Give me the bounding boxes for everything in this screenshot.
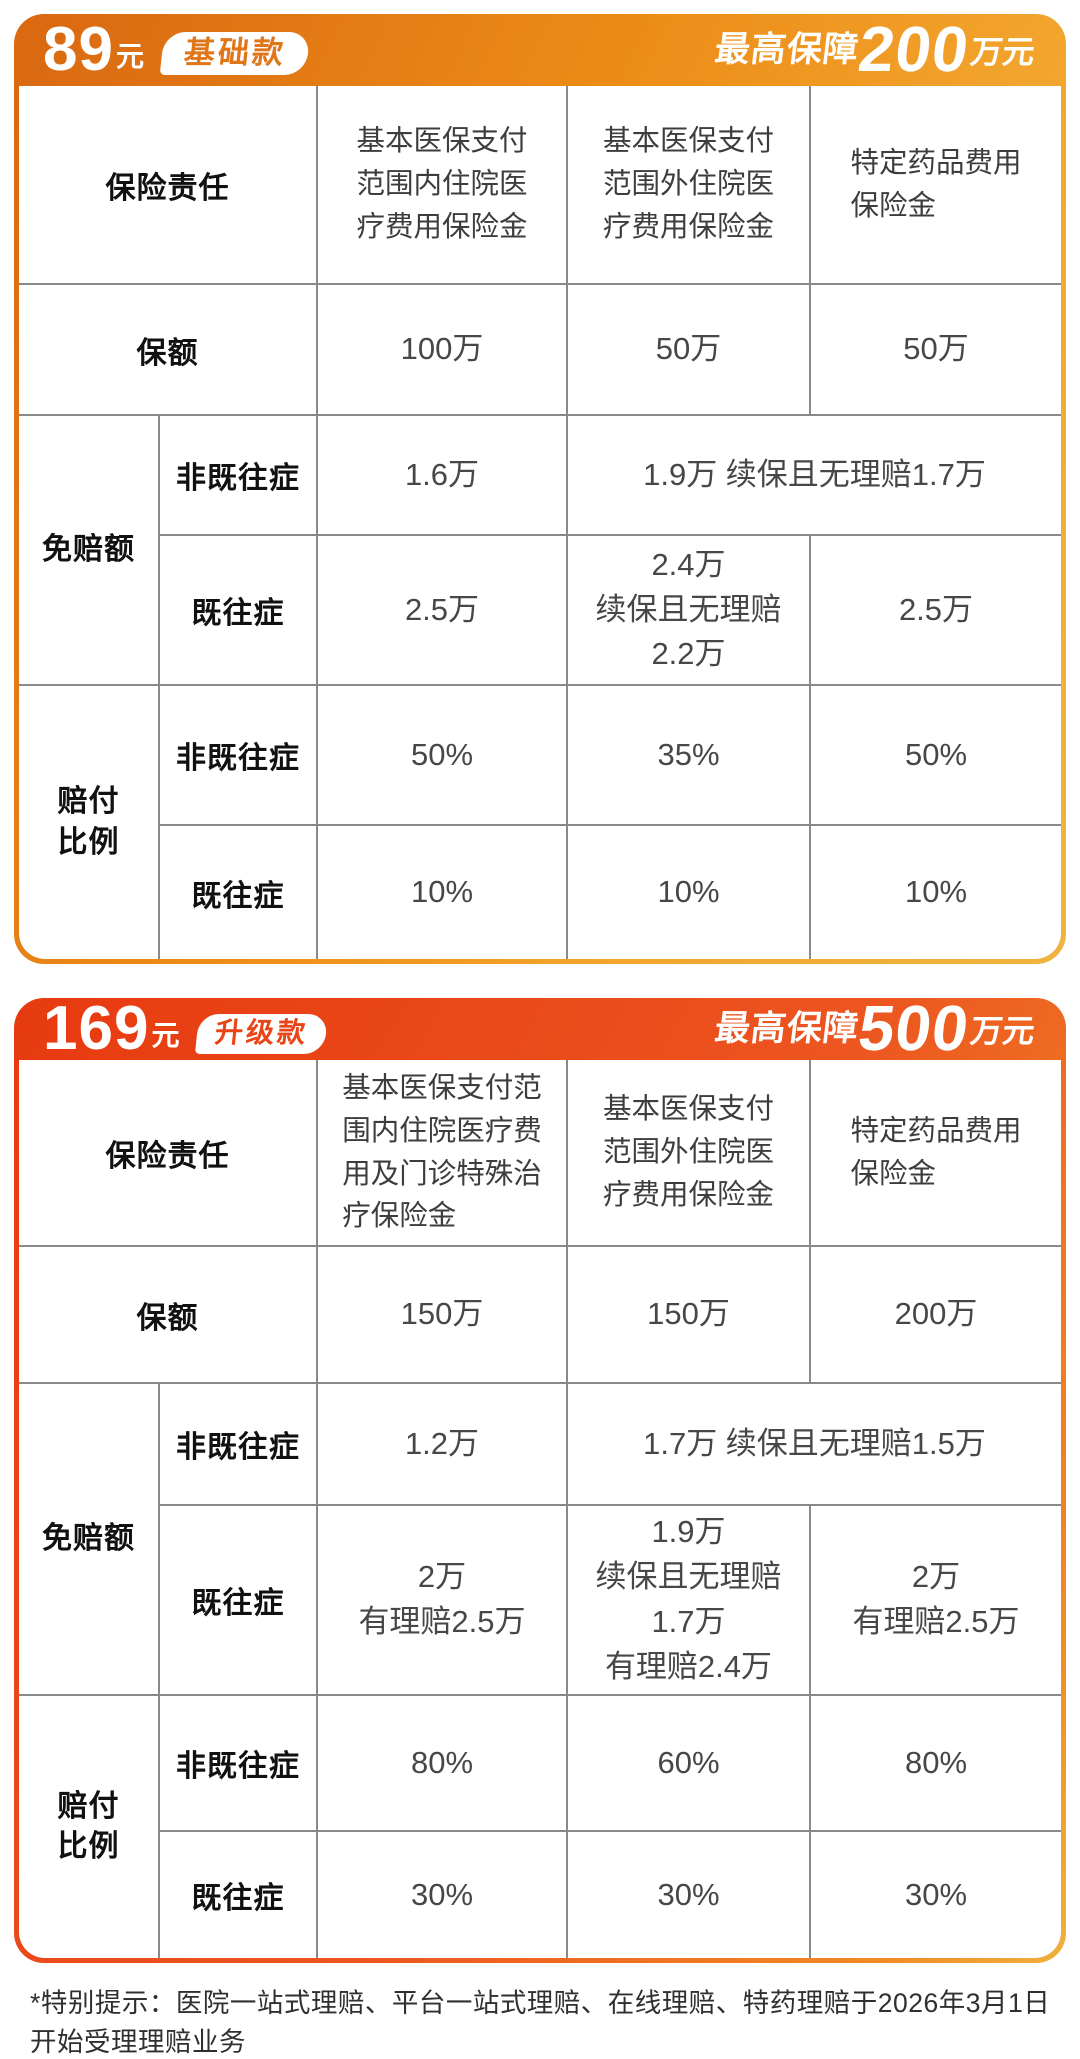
plan-header-upgrade: 169 元 升级款 最高保障 500 万元: [19, 998, 1061, 1065]
column-header: 基本医保支付 范围外住院医 疗费用保险金: [568, 1060, 809, 1245]
ratio-value: 35%: [568, 686, 809, 824]
deductible-merged-value: 1.7万 续保且无理赔1.5万: [568, 1384, 1061, 1504]
max-coverage: 最高保障 500 万元: [712, 998, 1039, 1065]
price-value: 169: [43, 998, 150, 1063]
column-header: 特定药品费用 保险金: [811, 86, 1061, 283]
plan-header-basic: 89 元 基础款 最高保障 200 万元: [19, 14, 1061, 86]
non-preexisting-label: 非既往症: [160, 686, 316, 824]
plan-card-upgrade: 169 元 升级款 最高保障 500 万元 保险责任 基本医保支付范 围内住院医…: [14, 998, 1066, 1963]
non-preexisting-label: 非既往症: [160, 416, 316, 534]
sum-insured-value: 150万: [568, 1247, 809, 1382]
deductible-merged-value: 1.9万 续保且无理赔1.7万: [568, 416, 1061, 534]
price-group: 89 元 基础款: [43, 14, 311, 84]
deductible-value: 1.6万: [318, 416, 566, 534]
preexisting-label: 既往症: [160, 1506, 316, 1694]
coverage-prefix: 最高保障: [712, 1009, 862, 1048]
ratio-group-label: 赔付 比例: [19, 686, 158, 959]
ratio-value: 80%: [318, 1696, 566, 1830]
special-notice: *特别提示：医院一站式理赔、平台一站式理赔、在线理赔、特药理赔于2026年3月1…: [30, 1988, 1051, 2057]
benefits-table-basic: 保险责任 基本医保支付 范围内住院医 疗费用保险金 基本医保支付 范围外住院医 …: [19, 86, 1061, 959]
preexisting-label: 既往症: [160, 536, 316, 684]
deductible-value: 2.5万: [318, 536, 566, 684]
coverage-amount: 500: [854, 998, 974, 1065]
sum-insured-value: 100万: [318, 285, 566, 414]
price-unit: 元: [115, 41, 144, 73]
ratio-value: 80%: [811, 1696, 1061, 1830]
corner-label: 保险责任: [19, 1060, 316, 1245]
deductible-group-label: 免赔额: [19, 416, 158, 684]
ratio-value: 30%: [318, 1832, 566, 1958]
sum-insured-label: 保额: [19, 285, 316, 414]
deductible-group-label: 免赔额: [19, 1384, 158, 1694]
sum-insured-label: 保额: [19, 1247, 316, 1382]
max-coverage: 最高保障 200 万元: [712, 14, 1039, 86]
deductible-value: 2.4万 续保且无理赔2.2万: [568, 536, 809, 684]
corner-label: 保险责任: [19, 86, 316, 283]
deductible-value: 2万 有理赔2.5万: [811, 1506, 1061, 1694]
sum-insured-value: 50万: [811, 285, 1061, 414]
non-preexisting-label: 非既往症: [160, 1384, 316, 1504]
coverage-prefix: 最高保障: [712, 30, 862, 69]
ratio-value: 10%: [568, 826, 809, 959]
ratio-value: 30%: [568, 1832, 809, 1958]
column-header: 基本医保支付 范围外住院医 疗费用保险金: [568, 86, 809, 283]
deductible-value: 1.2万: [318, 1384, 566, 1504]
ratio-value: 30%: [811, 1832, 1061, 1958]
ratio-value: 50%: [318, 686, 566, 824]
coverage-suffix: 万元: [968, 1013, 1037, 1049]
preexisting-label: 既往症: [160, 826, 316, 959]
sum-insured-value: 200万: [811, 1247, 1061, 1382]
tier-badge: 基础款: [159, 32, 311, 76]
coverage-suffix: 万元: [968, 34, 1037, 70]
price-unit: 元: [151, 1020, 180, 1052]
column-header: 特定药品费用 保险金: [811, 1060, 1061, 1245]
non-preexisting-label: 非既往症: [160, 1696, 316, 1830]
price-group: 169 元 升级款: [43, 998, 329, 1063]
ratio-value: 60%: [568, 1696, 809, 1830]
deductible-value: 1.9万 续保且无理赔1.7万 有理赔2.4万: [568, 1506, 809, 1694]
benefits-table-upgrade: 保险责任 基本医保支付范 围内住院医疗费 用及门诊特殊治 疗保险金 基本医保支付…: [19, 1060, 1061, 1958]
column-header: 基本医保支付范 围内住院医疗费 用及门诊特殊治 疗保险金: [318, 1060, 566, 1245]
price-value: 89: [43, 14, 114, 84]
plan-card-basic: 89 元 基础款 最高保障 200 万元 保险责任 基本医保支付 范围内住院医 …: [14, 14, 1066, 964]
sum-insured-value: 150万: [318, 1247, 566, 1382]
deductible-value: 2万 有理赔2.5万: [318, 1506, 566, 1694]
ratio-value: 10%: [318, 826, 566, 959]
ratio-group-label: 赔付 比例: [19, 1696, 158, 1958]
preexisting-label: 既往症: [160, 1832, 316, 1958]
column-header: 基本医保支付 范围内住院医 疗费用保险金: [318, 86, 566, 283]
sum-insured-value: 50万: [568, 285, 809, 414]
tier-badge: 升级款: [195, 1014, 329, 1055]
ratio-value: 50%: [811, 686, 1061, 824]
coverage-amount: 200: [854, 14, 974, 86]
ratio-value: 10%: [811, 826, 1061, 959]
deductible-value: 2.5万: [811, 536, 1061, 684]
